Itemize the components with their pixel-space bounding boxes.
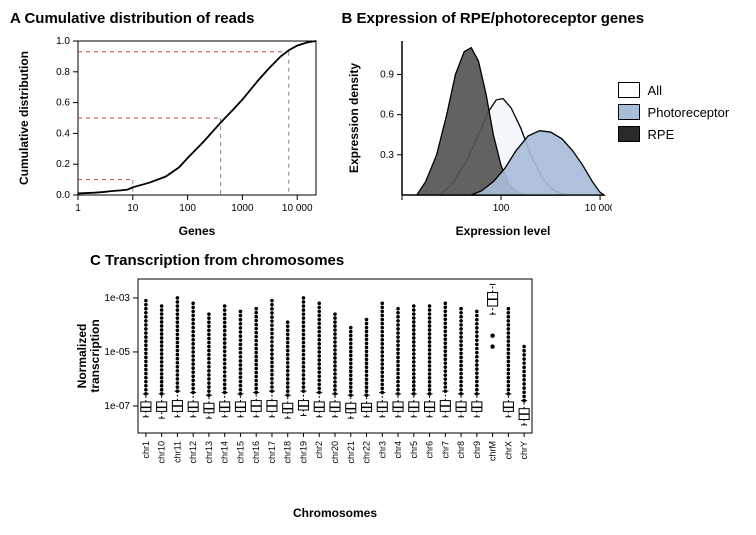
svg-text:chr22: chr22 [362,441,372,464]
svg-text:0.4: 0.4 [56,128,70,139]
svg-text:Cumulative distribution: Cumulative distribution [17,51,31,185]
svg-text:chr11: chr11 [172,441,182,463]
svg-text:Expression level: Expression level [455,224,550,238]
svg-text:Chromosomes: Chromosomes [293,506,377,520]
panel-b-chart: 0.3 0.6 0.9 100 10 000 Expression level Expres… [342,31,612,241]
svg-text:Genes: Genes [179,224,216,238]
panel-a-title: A Cumulative distribution of reads [10,10,336,27]
svg-text:0.9: 0.9 [380,69,394,80]
svg-text:chr10: chr10 [157,441,167,464]
svg-text:1e-03: 1e-03 [104,293,130,304]
svg-text:1000: 1000 [231,203,254,214]
svg-text:chr13: chr13 [204,441,214,464]
row-bottom: C Transcription from chromosomes 1e-071e… [70,252,746,528]
panel-b-legend: All Photoreceptor RPE [618,76,730,148]
panel-c-title: C Transcription from chromosomes [90,252,550,269]
panel-a: A Cumulative distribution of reads 0.00.… [10,10,336,246]
svg-text:chr14: chr14 [220,441,230,464]
svg-text:chr2: chr2 [314,441,324,459]
svg-text:1.0: 1.0 [56,36,70,47]
svg-text:chr8: chr8 [456,441,466,459]
svg-text:chrY: chrY [519,441,529,460]
panel-b-title: B Expression of RPE/photoreceptor genes [342,10,746,27]
svg-text:chr21: chr21 [346,441,356,464]
legend-all: All [618,82,730,98]
svg-text:transcription: transcription [88,319,102,392]
svg-text:chr3: chr3 [377,441,387,459]
svg-text:chr17: chr17 [267,441,277,464]
legend-label-all: All [648,83,662,98]
panel-c-chart: 1e-07 1e-05 1e-03 chr1 chr10 chr11 chr12 chr13 c… [70,273,540,523]
svg-text:chr9: chr9 [472,441,482,459]
svg-text:chr4: chr4 [393,441,403,459]
svg-text:100: 100 [492,203,509,214]
svg-text:10 000: 10 000 [282,203,313,214]
legend-label-rpe: RPE [648,127,675,142]
svg-text:0.3: 0.3 [380,150,394,161]
svg-text:10: 10 [127,203,139,214]
svg-text:0.8: 0.8 [56,67,70,78]
svg-text:chr6: chr6 [425,441,435,459]
svg-text:0.0: 0.0 [56,190,70,201]
legend-swatch-rpe [618,126,640,142]
svg-text:Normalized: Normalized [75,324,89,389]
svg-text:0.6: 0.6 [380,110,394,121]
legend-swatch-all [618,82,640,98]
svg-text:chr19: chr19 [298,441,308,464]
legend-rpe: RPE [618,126,730,142]
svg-text:10 000: 10 000 [584,203,611,214]
panel-b: B Expression of RPE/photoreceptor genes … [342,10,746,241]
svg-text:chr12: chr12 [188,441,198,464]
svg-text:chr5: chr5 [409,441,419,459]
svg-text:chr7: chr7 [440,441,450,459]
svg-text:Expression density: Expression density [347,63,361,173]
svg-text:chrX: chrX [503,441,513,460]
svg-text:1e-05: 1e-05 [104,347,130,358]
svg-text:chr16: chr16 [251,441,261,464]
svg-text:chr20: chr20 [330,441,340,464]
svg-text:1: 1 [75,203,81,214]
svg-text:1e-07: 1e-07 [104,401,130,412]
row-top: A Cumulative distribution of reads 0.00.… [10,10,746,246]
svg-text:chr18: chr18 [283,441,293,464]
svg-text:chr15: chr15 [235,441,245,464]
svg-text:chr1: chr1 [141,441,151,459]
svg-text:100: 100 [179,203,196,214]
panel-a-chart: 0.0 0.2 0.4 0.6 0.8 1.0 1 10 100 1000 10 000 Genes C… [10,31,330,241]
svg-text:0.6: 0.6 [56,98,70,109]
legend-label-photoreceptor: Photoreceptor [648,105,730,120]
legend-swatch-photoreceptor [618,104,640,120]
svg-text:0.2: 0.2 [56,159,70,170]
svg-text:chrM: chrM [488,441,498,461]
panel-c: C Transcription from chromosomes 1e-071e… [70,252,550,528]
legend-photoreceptor: Photoreceptor [618,104,730,120]
